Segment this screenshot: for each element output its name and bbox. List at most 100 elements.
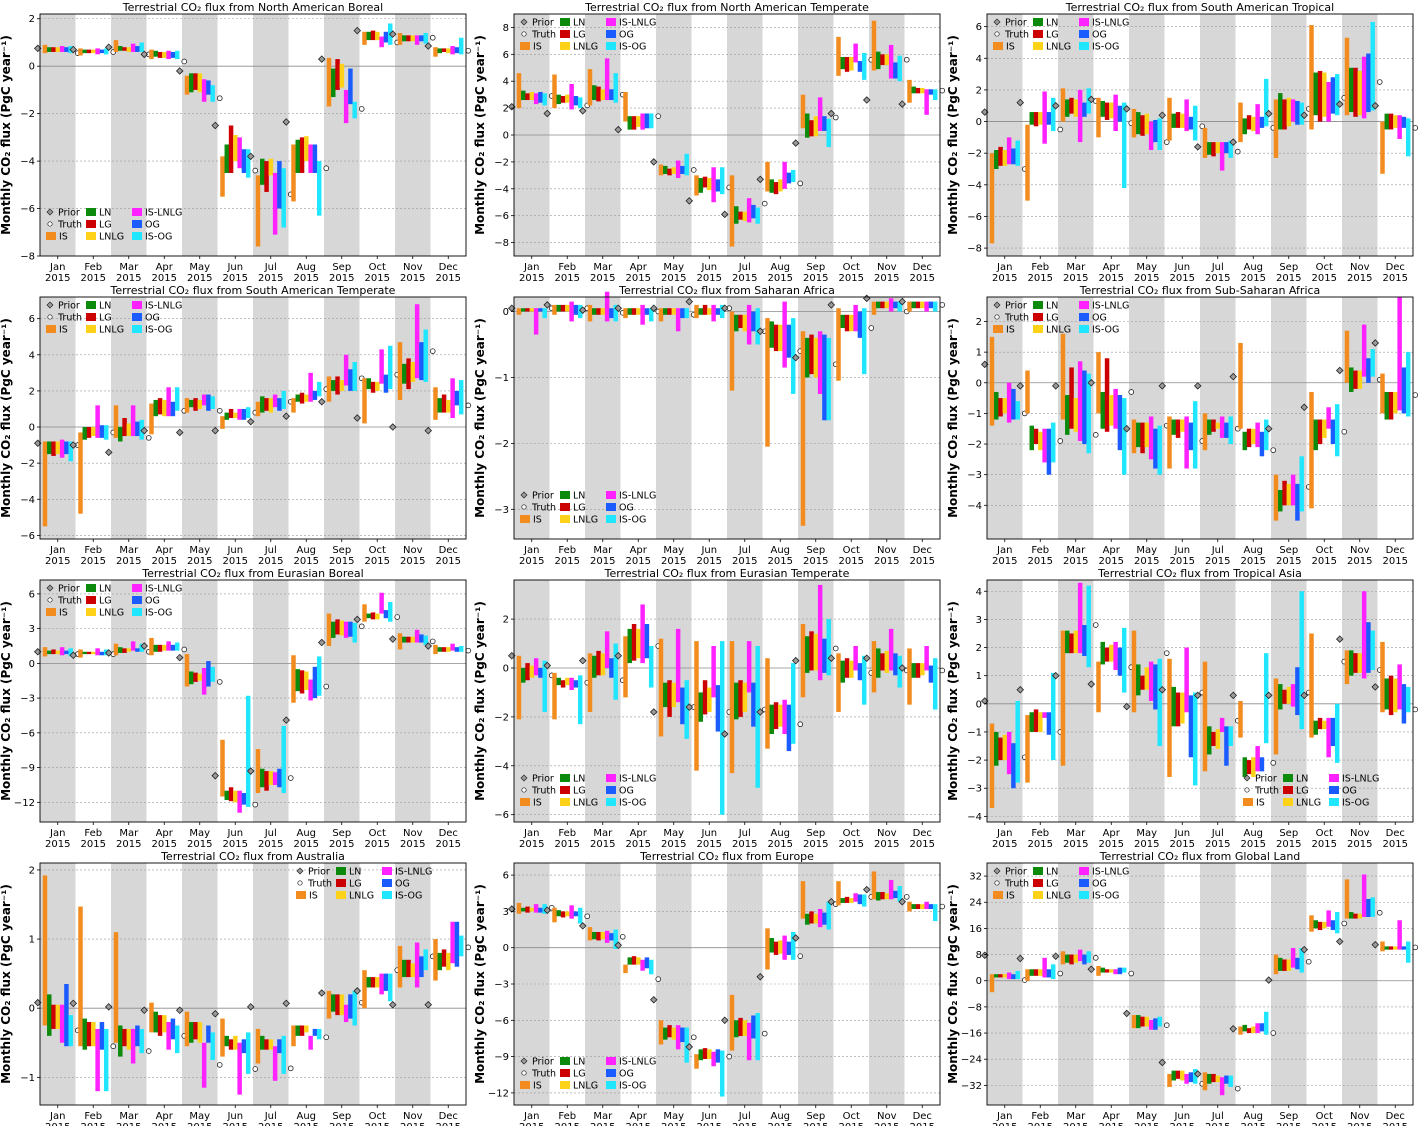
bar	[419, 35, 424, 42]
truth-point	[1270, 1030, 1277, 1036]
bar	[1113, 388, 1118, 429]
x-tick-label: Sep	[1279, 262, 1298, 273]
bar	[343, 1004, 349, 1023]
x-tick-year: 2015	[1205, 273, 1230, 284]
bar	[516, 655, 522, 720]
y-axis-label: Monthly CO₂ flux (PgC year⁻¹)	[946, 884, 960, 1084]
bar	[1144, 1016, 1150, 1027]
prior-point	[246, 152, 255, 161]
legend-swatch	[1329, 798, 1339, 806]
bar	[458, 935, 464, 957]
prior-point	[862, 96, 871, 104]
bar	[335, 59, 340, 90]
legend-prior-marker	[46, 208, 54, 216]
y-tick-label: −16	[961, 1029, 982, 1040]
bar	[224, 1035, 230, 1047]
legend-label: Prior	[532, 491, 554, 502]
x-tick-year: 2015	[1028, 273, 1053, 284]
bar	[1219, 142, 1225, 171]
legend-label: IS	[533, 42, 542, 53]
bar	[849, 314, 854, 332]
legend-prior-marker	[520, 1057, 528, 1065]
bar	[162, 1015, 167, 1033]
legend-swatch	[1079, 18, 1089, 26]
bar	[989, 153, 995, 244]
y-tick-label: −3	[494, 980, 509, 991]
legend-swatch	[1033, 313, 1043, 321]
prior-point	[614, 652, 623, 660]
x-tick-year: 2015	[1063, 1122, 1088, 1126]
x-tick-year: 2015	[874, 556, 899, 567]
y-tick-label: 24	[969, 898, 982, 909]
legend-swatch	[1079, 313, 1089, 321]
bar	[667, 680, 672, 717]
bar	[91, 427, 96, 437]
bar	[1397, 297, 1402, 411]
bar	[893, 301, 898, 309]
prior-point	[388, 30, 397, 38]
x-tick-label: Jan	[523, 262, 539, 273]
x-tick-year: 2015	[81, 556, 106, 567]
bar	[932, 904, 938, 922]
bar	[1113, 94, 1118, 132]
truth-point	[1128, 970, 1135, 977]
month-band	[1129, 863, 1165, 1105]
bar	[786, 324, 792, 358]
prior-point	[424, 426, 433, 435]
x-tick-year: 2015	[874, 1122, 899, 1126]
bar	[577, 675, 583, 725]
bar	[675, 308, 681, 332]
x-tick-label: Feb	[558, 828, 576, 839]
bar	[538, 668, 543, 678]
bar	[1148, 661, 1154, 701]
legend-swatch	[1033, 891, 1043, 899]
x-tick-label: Jan	[49, 545, 65, 556]
bar	[166, 50, 171, 60]
bar	[370, 30, 376, 41]
bar	[1042, 957, 1047, 978]
bar	[587, 304, 593, 322]
y-axis-label: Monthly CO₂ flux (PgC year⁻¹)	[473, 318, 487, 518]
bar	[1326, 910, 1331, 927]
x-tick-year: 2015	[1241, 1122, 1266, 1126]
legend-label: LN	[99, 208, 111, 219]
bar	[370, 612, 376, 620]
bar	[299, 670, 305, 694]
bar	[1215, 142, 1221, 154]
month-band	[869, 297, 905, 539]
month-band	[798, 580, 834, 822]
bar	[1077, 949, 1083, 962]
bar	[1192, 105, 1198, 141]
bar	[1219, 1077, 1225, 1096]
bar	[928, 904, 934, 909]
bar	[1002, 150, 1008, 166]
bar	[884, 301, 890, 309]
bar	[1065, 954, 1070, 963]
bar	[707, 308, 712, 315]
bar	[264, 161, 269, 192]
bar	[220, 739, 225, 797]
x-tick-label: Feb	[1031, 545, 1049, 556]
y-tick-label: −1	[967, 727, 982, 738]
bar	[1175, 692, 1181, 727]
bar	[59, 46, 65, 52]
bar	[441, 48, 447, 52]
bar	[91, 49, 96, 54]
bar	[414, 35, 420, 45]
bar	[272, 172, 278, 235]
y-tick-label: 3	[976, 615, 982, 626]
bar	[174, 1025, 180, 1054]
bar	[295, 1025, 301, 1036]
bar	[1073, 954, 1079, 963]
y-tick-label: 2	[29, 865, 35, 876]
truth-point	[1270, 447, 1277, 453]
bar	[719, 1050, 725, 1097]
legend-swatch	[1079, 879, 1089, 887]
x-tick-year: 2015	[1134, 556, 1159, 567]
y-tick-label: 6	[503, 871, 509, 882]
bar	[268, 398, 274, 413]
bar	[861, 308, 867, 375]
bar	[631, 308, 637, 315]
truth-point	[797, 953, 804, 959]
